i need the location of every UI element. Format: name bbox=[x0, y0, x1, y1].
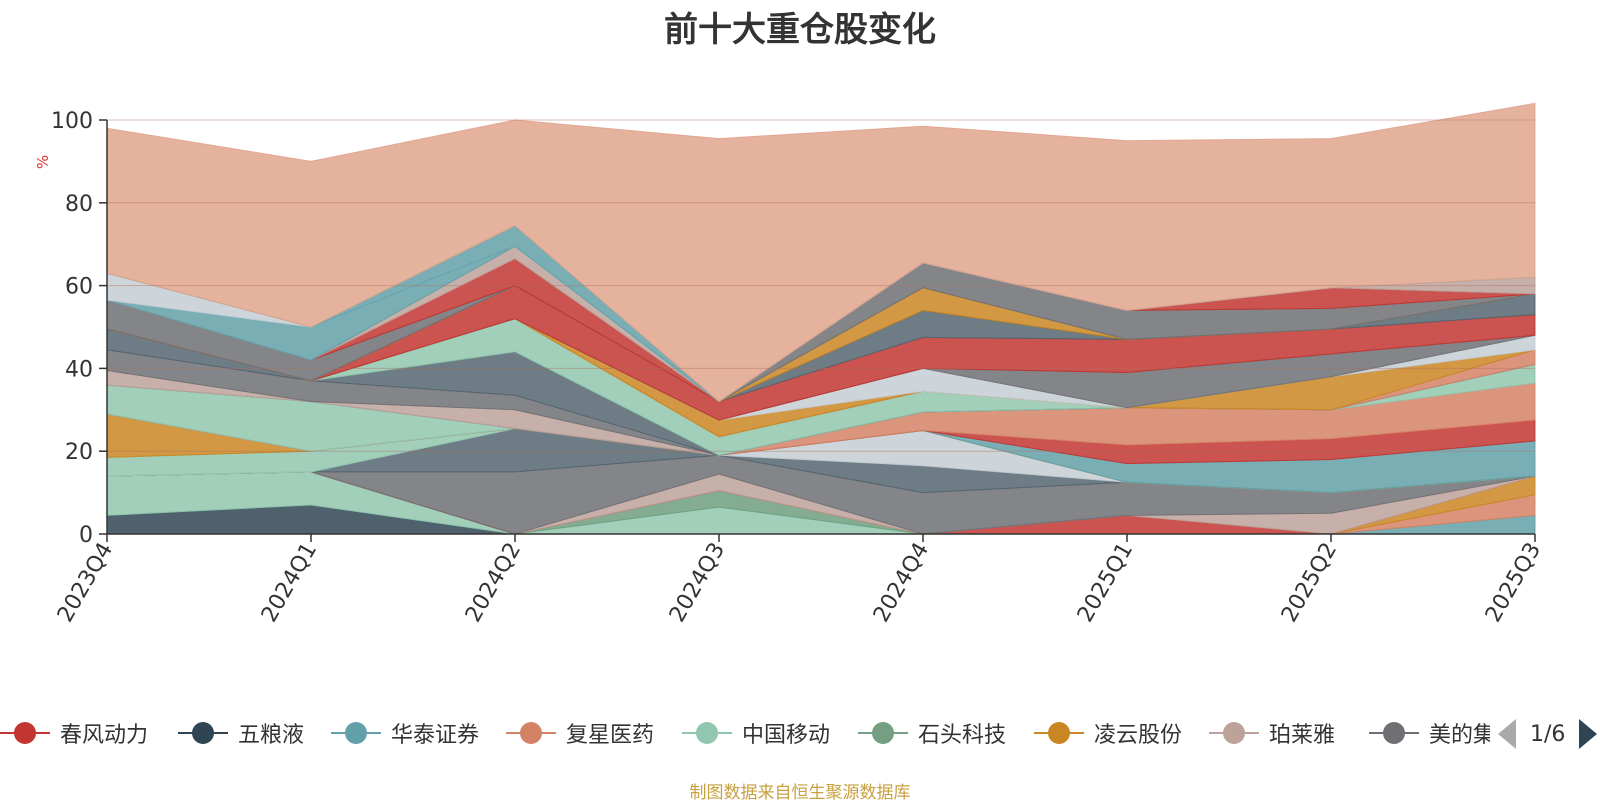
legend-label: 珀莱雅 bbox=[1269, 723, 1336, 748]
x-tick-label-7: 2025Q3 bbox=[1481, 539, 1546, 627]
legend-item-1[interactable]: 五粮液 bbox=[178, 716, 304, 750]
legend-label: 五粮液 bbox=[238, 723, 305, 748]
data-source-note: 制图数据来自恒生聚源数据库 bbox=[689, 783, 911, 803]
x-tick-label-6: 2025Q2 bbox=[1277, 539, 1342, 627]
legend-item-3[interactable]: 复星医药 bbox=[506, 716, 654, 750]
legend-marker-icon bbox=[178, 718, 228, 748]
legend-next-page-icon[interactable] bbox=[1579, 719, 1598, 749]
legend-marker-icon bbox=[682, 718, 732, 748]
y-tick-label-2: 40 bbox=[65, 357, 93, 382]
x-tick-label-1: 2024Q1 bbox=[257, 539, 322, 627]
x-tick-label-2: 2024Q2 bbox=[461, 539, 526, 627]
legend-marker-icon bbox=[331, 718, 381, 748]
legend: 春风动力 五粮液 华泰证券 复星医药 中国移动 石头科技 凌云股份 珀莱雅 美的集团 bbox=[0, 716, 1490, 756]
legend-item-4[interactable]: 中国移动 bbox=[682, 716, 830, 750]
legend-item-0[interactable]: 春风动力 bbox=[0, 716, 148, 750]
legend-label: 华泰证券 bbox=[391, 723, 480, 748]
legend-prev-page-icon[interactable] bbox=[1498, 719, 1516, 749]
legend-pager: 1/6 bbox=[1498, 716, 1598, 752]
legend-label: 中国移动 bbox=[742, 723, 831, 748]
y-tick-label-4: 80 bbox=[65, 192, 93, 217]
legend-marker-icon bbox=[0, 718, 50, 748]
chart-title: 前十大重仓股变化 bbox=[664, 10, 936, 50]
y-axis-label: % bbox=[34, 155, 52, 169]
area-series-35 bbox=[106, 102, 1536, 403]
x-tick-label-5: 2025Q1 bbox=[1073, 539, 1138, 627]
y-tick-label-1: 20 bbox=[65, 440, 93, 465]
legend-marker-icon bbox=[858, 718, 908, 748]
legend-marker-icon bbox=[1209, 718, 1259, 748]
legend-label: 石头科技 bbox=[918, 723, 1007, 748]
y-tick-label-0: 0 bbox=[79, 523, 93, 548]
legend-page-indicator: 1/6 bbox=[1530, 721, 1566, 747]
y-tick-label-3: 60 bbox=[65, 275, 93, 300]
legend-item-5[interactable]: 石头科技 bbox=[858, 716, 1006, 750]
legend-label: 复星医药 bbox=[566, 723, 655, 748]
legend-item-7[interactable]: 珀莱雅 bbox=[1209, 716, 1335, 750]
y-tick-label-5: 100 bbox=[51, 109, 93, 134]
area-series-layer bbox=[106, 102, 1536, 535]
x-tick-label-0: 2023Q4 bbox=[53, 539, 118, 627]
x-tick-label-3: 2024Q3 bbox=[665, 539, 730, 627]
legend-item-6[interactable]: 凌云股份 bbox=[1034, 716, 1182, 750]
legend-label: 春风动力 bbox=[60, 723, 149, 748]
legend-marker-icon bbox=[506, 718, 556, 748]
legend-marker-icon bbox=[1034, 718, 1084, 748]
legend-item-2[interactable]: 华泰证券 bbox=[331, 716, 479, 750]
legend-marker-icon bbox=[1369, 718, 1419, 748]
legend-item-8[interactable]: 美的集团 bbox=[1369, 716, 1490, 750]
grid-lines bbox=[107, 119, 1535, 452]
legend-label: 美的集团 bbox=[1429, 723, 1490, 748]
legend-label: 凌云股份 bbox=[1094, 723, 1183, 748]
x-tick-label-4: 2024Q4 bbox=[869, 539, 934, 627]
